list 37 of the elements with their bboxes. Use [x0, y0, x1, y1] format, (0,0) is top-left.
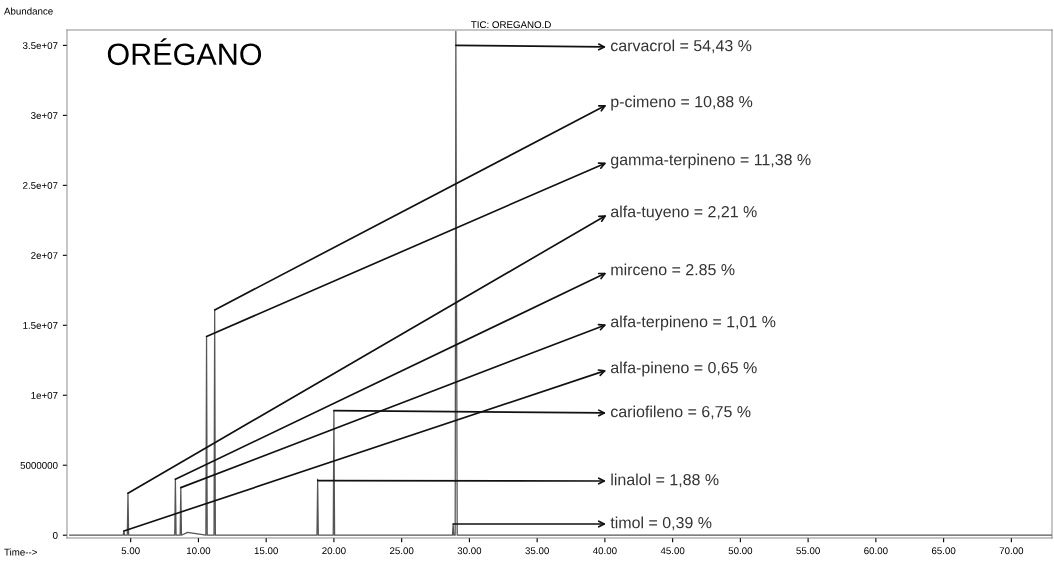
y-tick-label: 5000000: [20, 461, 58, 469]
x-tick-label: 70.00: [999, 547, 1024, 555]
x-tick-label: 20.00: [322, 547, 346, 555]
annotation: alfa-tuyeno = 2,21 %: [610, 205, 757, 221]
x-tick-label: 50.00: [728, 547, 753, 555]
x-tick-label: 45.00: [660, 547, 685, 555]
x-tick-label: 10.00: [187, 547, 211, 555]
x-tick-label: 40.00: [592, 547, 617, 555]
x-axis-title: Time-->: [4, 548, 37, 556]
chart-subtitle: TIC: OREGANO.D: [471, 21, 551, 29]
annotation: linalol = 1,88 %: [611, 473, 719, 488]
x-tick-label: 15.00: [254, 547, 278, 555]
x-tick-label: 55.00: [796, 547, 820, 555]
annotation: carvacrol = 54,43 %: [610, 39, 752, 54]
x-tick-label: 35.00: [525, 547, 549, 555]
annotation: mirceno = 2.85 %: [611, 263, 735, 276]
x-tick-label: 65.00: [931, 547, 956, 555]
x-tick-label: 30.00: [457, 547, 482, 555]
y-tick-label: 2.5e+07: [23, 182, 58, 189]
annotation: alfa-terpineno = 1,01 %: [610, 315, 776, 331]
line-series: [69, 30, 1052, 536]
y-tick-label: 1.5e+07: [23, 322, 58, 329]
x-tick-label: 60.00: [864, 547, 888, 555]
chart-title: ORÉGANO: [107, 38, 262, 66]
annotation: p-cimeno = 10,88 %: [611, 95, 753, 111]
y-tick-label: 3e+07: [31, 112, 58, 119]
annotation: gamma-terpineno = 11,38 %: [610, 153, 811, 169]
y-axis-title: Abundance: [4, 7, 53, 15]
y-tick-label: 1e+07: [31, 391, 58, 399]
annotation: timol = 0,39 %: [610, 516, 712, 531]
annotation: cariofileno = 6,75 %: [610, 405, 751, 420]
annotation: alfa-pineno = 0,65 %: [610, 361, 757, 377]
y-tick-label: 0: [52, 531, 58, 539]
x-tick-label: 25.00: [389, 547, 414, 555]
y-tick-label: 2e+07: [31, 252, 58, 259]
y-tick-label: 3.5e+07: [22, 42, 58, 50]
x-tick-label: 5.00: [121, 547, 140, 555]
